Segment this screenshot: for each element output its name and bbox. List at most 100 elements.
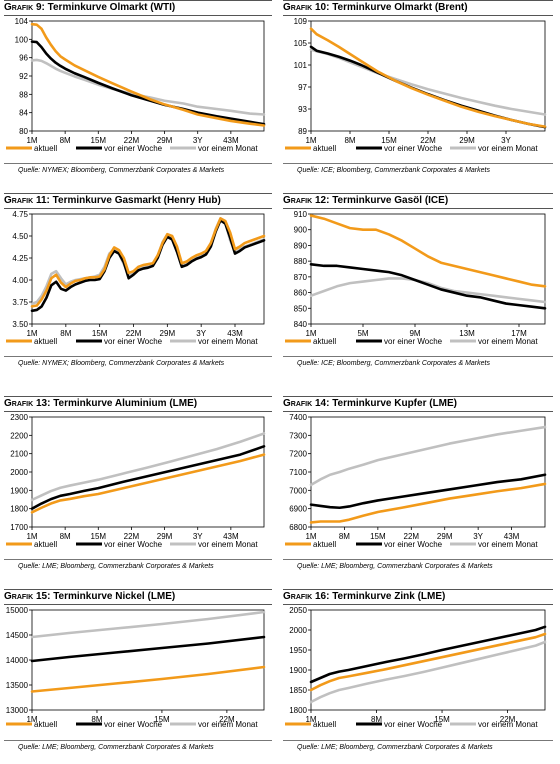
series-line-aktuell: [309, 482, 547, 524]
chart-svg: 80 84 88 92 96 100 104 1M 8M 15M 22M 29M 3Y 43M aktuel…: [6, 17, 266, 153]
chart-panel-brent: Grafik 10: Terminkurve Olmarkt (Brent) 89…: [283, 0, 553, 190]
y-tick-label: 92: [19, 72, 28, 81]
legend-label: aktuell: [313, 720, 336, 729]
chart-svg: 840 850 860 870 880 890 900 910 1M 5M 9M 13M 17M aktu…: [285, 210, 547, 346]
legend-label: vor einem Monat: [478, 144, 538, 153]
panel-title-rule: [283, 411, 553, 412]
chart-caption-title: Terminkurve Olmarkt (Brent): [332, 2, 468, 13]
chart-caption-title: Terminkurve Gasmarkt (Henry Hub): [52, 195, 221, 206]
chart-source: Quelle: NYMEX; Bloomberg, Commerzbank Co…: [18, 360, 225, 367]
x-tick-label: 22M: [219, 715, 235, 724]
series-line-vor-einer-woche: [30, 40, 266, 126]
x-tick-label: 3Y: [501, 136, 511, 145]
y-tick-label: 13000: [6, 706, 29, 715]
y-tick-label: 1850: [289, 686, 307, 695]
x-tick-label: 15M: [434, 715, 450, 724]
series-line-aktuell: [30, 665, 266, 693]
y-tick-label: 860: [294, 289, 308, 298]
x-tick-label: 3Y: [193, 136, 203, 145]
plot-frame: [31, 213, 265, 325]
y-tick-label: 13500: [6, 681, 29, 690]
series-line-vor-einer-woche: [30, 635, 266, 663]
legend-label: vor einer Woche: [104, 720, 163, 729]
x-tick-label: 29M: [160, 329, 176, 338]
chart-caption-title: Terminkurve Kupfer (LME): [332, 398, 458, 409]
chart-caption-title: Terminkurve Gasöl (ICE): [332, 195, 449, 206]
chart-svg: 89 93 97 101 105 109 1M 8M 15M 22M 29M 3Y aktuell vor…: [285, 17, 547, 153]
x-tick-label: 5M: [357, 329, 368, 338]
chart-panel-nickel: Grafik 15: Terminkurve Nickel (LME) 13000…: [4, 589, 272, 764]
y-tick-label: 2300: [10, 413, 28, 422]
chart-title: Grafik 9: Terminkurve Olmarkt (WTI): [4, 2, 175, 15]
x-tick-label: 15M: [370, 532, 386, 541]
legend-label: vor einem Monat: [198, 720, 258, 729]
y-tick-label: 1700: [10, 523, 28, 532]
chart-title: Grafik 10: Terminkurve Olmarkt (Brent): [283, 2, 468, 15]
chart-caption-prefix: Grafik 15:: [4, 591, 51, 602]
y-tick-label: 14000: [6, 656, 29, 665]
series-line-vor-einem-monat: [309, 640, 547, 704]
legend-label: aktuell: [34, 144, 57, 153]
legend-label: vor einer Woche: [104, 540, 163, 549]
series-line-vor-einem-monat: [30, 58, 266, 116]
legend-label: vor einem Monat: [478, 540, 538, 549]
y-tick-label: 840: [294, 320, 308, 329]
y-tick-label: 3.75: [12, 298, 28, 307]
y-tick-label: 101: [294, 61, 308, 70]
chart-source: Quelle: ICE; Bloomberg, Commerzbank Corp…: [297, 360, 490, 367]
y-tick-label: 6900: [289, 505, 307, 514]
chart-source: Quelle: ICE; Bloomberg, Commerzbank Corp…: [297, 167, 490, 174]
chart-panel-wti: Grafik 9: Terminkurve Olmarkt (WTI) 80 84 8…: [4, 0, 272, 190]
legend-label: aktuell: [313, 337, 336, 346]
y-tick-label: 4.50: [12, 232, 28, 241]
panel-top-rule: [283, 589, 553, 590]
x-tick-label: 3Y: [473, 532, 483, 541]
y-tick-label: 1950: [289, 646, 307, 655]
y-tick-label: 7100: [289, 468, 307, 477]
x-tick-label: 1M: [305, 532, 316, 541]
x-tick-label: 1M: [26, 329, 37, 338]
x-tick-label: 15M: [154, 715, 170, 724]
legend-label: vor einer Woche: [384, 337, 443, 346]
chart-source: Quelle: LME; Bloomberg, Commerzbank Corp…: [297, 563, 493, 570]
panel-top-rule: [4, 193, 272, 194]
chart-title: Grafik 11: Terminkurve Gasmarkt (Henry H…: [4, 195, 221, 208]
y-tick-label: 7200: [289, 450, 307, 459]
panel-title-rule: [283, 604, 553, 605]
chart-svg: 1800 1850 1900 1950 2000 2050 1M 8M 15M 22M aktuel…: [285, 606, 547, 729]
y-tick-label: 84: [19, 109, 28, 118]
y-tick-label: 15000: [6, 606, 29, 615]
y-tick-label: 1800: [10, 505, 28, 514]
chart-svg: 3.50 3.75 4.00 4.25 4.50 4.75 1M 8M 15M 22M 29M 3Y 4…: [6, 210, 266, 346]
chart-caption-prefix: Grafik 14:: [283, 398, 330, 409]
legend-label: aktuell: [34, 540, 57, 549]
chart-title: Grafik 14: Terminkurve Kupfer (LME): [283, 398, 457, 411]
panel-bottom-rule: [283, 356, 553, 357]
y-tick-label: 910: [294, 210, 308, 219]
plot-frame: [310, 213, 546, 325]
x-tick-label: 22M: [404, 532, 420, 541]
x-tick-label: 43M: [223, 136, 239, 145]
x-tick-label: 22M: [126, 329, 142, 338]
y-tick-label: 900: [294, 226, 308, 235]
y-tick-label: 109: [294, 17, 308, 26]
series-line-vor-einer-woche: [309, 262, 547, 310]
x-tick-label: 29M: [459, 136, 475, 145]
panel-top-rule: [283, 0, 553, 1]
chart-source: Quelle: NYMEX; Bloomberg, Commerzbank Co…: [18, 167, 225, 174]
chart-caption-title: Terminkurve Olmarkt (WTI): [47, 2, 176, 13]
y-tick-label: 105: [294, 39, 308, 48]
x-tick-label: 22M: [124, 532, 140, 541]
x-tick-label: 1M: [26, 715, 37, 724]
x-tick-label: 1M: [305, 715, 316, 724]
panel-top-rule: [4, 589, 272, 590]
chart-source: Quelle: LME; Bloomberg, Commerzbank Corp…: [18, 744, 214, 751]
panel-top-rule: [4, 0, 272, 1]
panel-title-rule: [4, 208, 272, 209]
panel-title-rule: [4, 15, 272, 16]
y-tick-label: 96: [19, 54, 28, 63]
x-tick-label: 43M: [227, 329, 243, 338]
chart-title: Grafik 16: Terminkurve Zink (LME): [283, 591, 445, 604]
y-tick-label: 4.25: [12, 254, 28, 263]
x-tick-label: 22M: [420, 136, 436, 145]
